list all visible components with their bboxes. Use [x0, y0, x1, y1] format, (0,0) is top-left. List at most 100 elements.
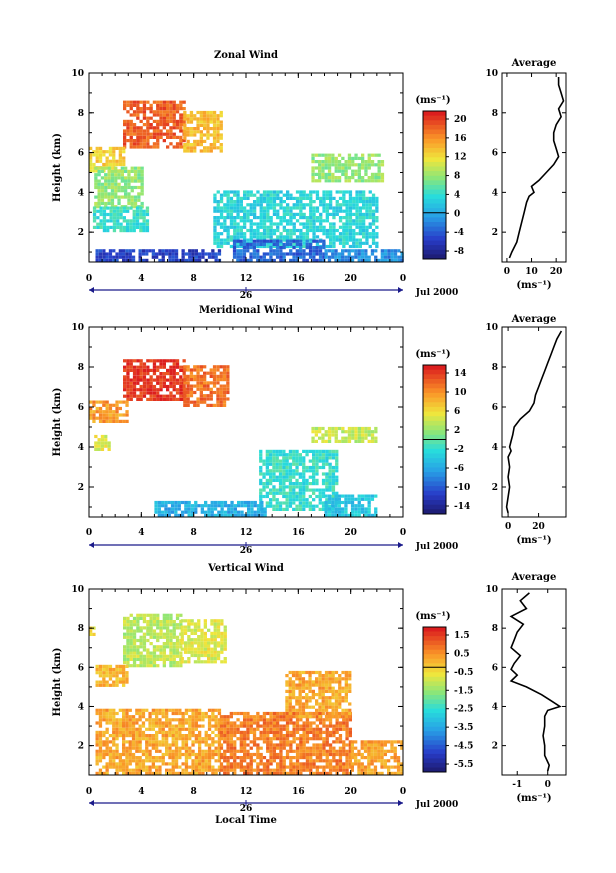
heatmap-cell: [322, 219, 326, 223]
heatmap-cell: [312, 762, 316, 766]
heatmap-cell: [146, 632, 150, 636]
heatmap-cell: [141, 765, 146, 769]
heatmap-cell: [265, 485, 269, 489]
heatmap-cell: [269, 222, 273, 226]
heatmap-cell: [169, 632, 173, 636]
heatmap-cell: [315, 734, 319, 738]
heatmap-cell: [142, 620, 147, 624]
heatmap-cell: [337, 507, 341, 511]
heatmap-cell: [92, 416, 96, 420]
heatmap-cell: [262, 494, 266, 499]
heatmap-cell: [266, 206, 270, 210]
y-tick-label: 6: [78, 403, 84, 413]
heatmap-cell: [312, 235, 316, 239]
heatmap-cell: [259, 488, 263, 492]
heatmap-cell: [92, 153, 96, 157]
heatmap-cell: [285, 711, 290, 716]
heatmap-cell: [337, 500, 341, 505]
heatmap-cell: [207, 718, 212, 722]
heatmap-cell: [252, 759, 257, 763]
heatmap-cell: [193, 653, 198, 658]
heatmap-cell: [137, 169, 141, 173]
heatmap-cell: [302, 462, 306, 466]
heatmap-cell: [278, 469, 283, 473]
heatmap-cell: [203, 641, 207, 645]
heatmap-cell: [122, 249, 126, 253]
heatmap-cell: [158, 727, 162, 731]
heatmap-cell: [132, 212, 136, 217]
heatmap-cell: [179, 145, 183, 149]
heatmap-cell: [142, 378, 147, 382]
heatmap-cell: [321, 453, 326, 457]
heatmap-cell: [140, 201, 144, 206]
heatmap-cell: [312, 730, 316, 734]
heatmap-cell: [138, 711, 142, 716]
heatmap-cell: [107, 185, 111, 190]
heatmap-cell: [355, 219, 359, 223]
heatmap-cell: [152, 632, 157, 636]
heatmap-cell: [189, 146, 194, 150]
heatmap-cell: [162, 372, 166, 376]
heatmap-cell: [295, 235, 300, 239]
heatmap-cell: [341, 439, 345, 443]
heatmap-cell: [217, 718, 222, 722]
heatmap-cell: [367, 510, 371, 514]
heatmap-cell: [292, 216, 296, 220]
heatmap-cell: [108, 410, 113, 414]
heatmap-cell: [142, 642, 147, 646]
heatmap-cell: [362, 232, 366, 236]
heatmap-cell: [246, 228, 250, 233]
heatmap-cell: [272, 193, 277, 197]
heatmap-cell: [214, 255, 218, 259]
heatmap-cell: [351, 160, 355, 164]
heatmap-cell: [348, 212, 353, 216]
heatmap-cell: [159, 132, 163, 136]
heatmap-cell: [115, 734, 119, 738]
heatmap-cell: [179, 142, 183, 146]
heatmap-cell: [212, 384, 217, 388]
heatmap-cell: [102, 153, 106, 157]
heatmap-cell: [351, 172, 355, 176]
heatmap-cell: [324, 500, 328, 505]
heatmap-cell: [256, 510, 261, 514]
heatmap-cell: [370, 160, 375, 164]
heatmap-cell: [207, 644, 211, 648]
heatmap-cell: [325, 734, 329, 738]
heatmap-cell: [318, 456, 322, 460]
heatmap-cell: [223, 228, 227, 233]
heatmap-cell: [175, 365, 180, 369]
heatmap-cell: [295, 498, 299, 502]
x-tick-label: 4: [138, 528, 144, 538]
heatmap-cell: [112, 159, 116, 163]
heatmap-cell: [209, 127, 213, 131]
heatmap-cell: [149, 381, 153, 385]
heatmap-cell: [129, 365, 133, 369]
heatmap-cell: [162, 664, 166, 668]
heatmap-cell: [108, 413, 113, 417]
heatmap-cell: [275, 246, 280, 250]
heatmap-cell: [200, 638, 204, 642]
heatmap-cell: [298, 485, 302, 489]
heatmap-cell: [246, 715, 250, 719]
heatmap-cell: [266, 734, 270, 738]
heatmap-cell: [118, 159, 122, 163]
heatmap-cell: [285, 771, 290, 775]
heatmap-cell: [165, 768, 169, 772]
heatmap-cell: [199, 136, 203, 140]
heatmap-cell: [203, 133, 207, 137]
heatmap-cell: [223, 628, 227, 632]
heatmap-cell: [207, 724, 212, 728]
heatmap-cell: [312, 475, 316, 479]
heatmap-cell: [367, 160, 371, 164]
y-tick-label: 8: [78, 109, 84, 119]
heatmap-cell: [126, 626, 130, 630]
heatmap-cell: [295, 743, 300, 747]
heatmap-cell: [249, 238, 253, 242]
heatmap-cell: [266, 740, 270, 744]
heatmap-cell: [130, 198, 134, 202]
heatmap-cell: [165, 737, 169, 741]
heatmap-cell: [175, 107, 180, 111]
heatmap-cell: [161, 513, 165, 517]
heatmap-cell: [312, 219, 316, 223]
heatmap-cell: [367, 255, 371, 259]
